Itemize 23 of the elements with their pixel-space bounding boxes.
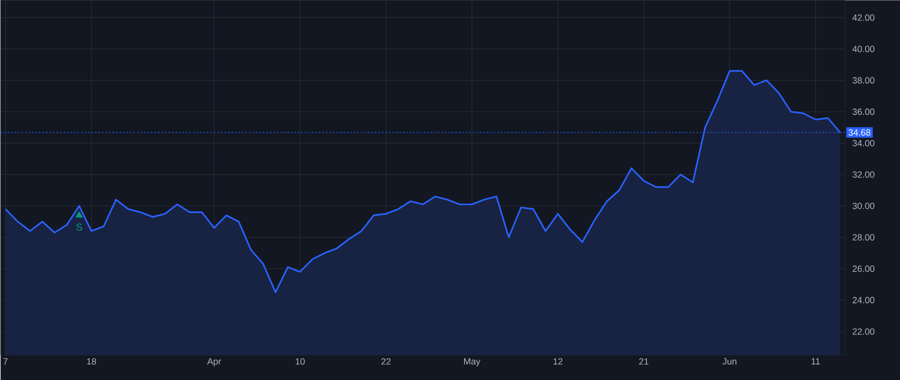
x-tick-label: 12 (554, 358, 562, 365)
series-label: S (76, 224, 82, 231)
ref-line-label: 34.68 (848, 129, 870, 136)
x-tick-label: 22 (381, 358, 391, 365)
y-tick-label: 32.00 (852, 171, 874, 178)
x-tick-label: May (464, 358, 480, 366)
x-tick-label: Apr (207, 358, 222, 366)
y-tick-label: 24.00 (852, 296, 874, 304)
y-tick-label: 22.00 (852, 328, 874, 335)
x-tick-label: Jun (722, 358, 736, 365)
x-tick-label: 7 (3, 358, 8, 364)
y-tick-label: 28.00 (852, 234, 874, 241)
y-tick-label: 26.00 (852, 266, 874, 272)
x-tick-label: 21 (639, 358, 648, 365)
x-tick-label: 10 (296, 358, 305, 365)
y-tick-label: 38.00 (852, 77, 874, 84)
x-tick-label: 18 (87, 358, 96, 365)
y-tick-label: 42.00 (852, 14, 874, 21)
y-tick-label: 34.00 (852, 140, 874, 146)
y-tick-label: 30.00 (852, 202, 874, 210)
y-tick-label: 36.00 (852, 108, 874, 115)
y-tick-label: 40.00 (852, 46, 874, 52)
x-tick-label: 11 (812, 358, 820, 364)
